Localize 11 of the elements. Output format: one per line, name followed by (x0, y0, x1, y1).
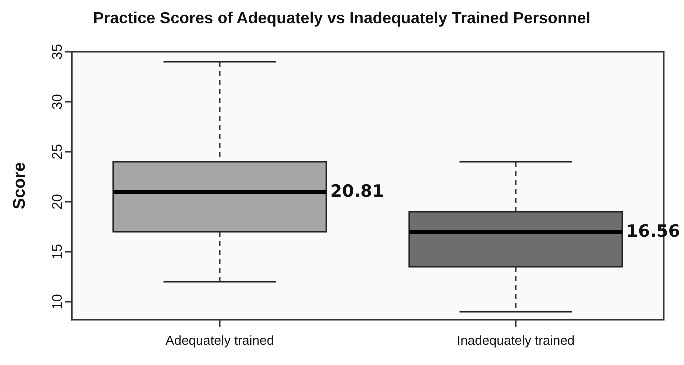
x-tick-label: Inadequately trained (457, 333, 575, 348)
y-tick-label: 30 (49, 94, 65, 110)
x-tick-label: Adequately trained (166, 333, 274, 348)
y-tick-label: 20 (49, 194, 65, 210)
y-axis-title: Score (10, 162, 29, 210)
y-tick-label: 10 (49, 294, 65, 310)
y-tick-label: 35 (49, 44, 65, 60)
y-tick-label: 25 (49, 144, 65, 160)
y-tick-label: 15 (49, 244, 65, 260)
chart-title: Practice Scores of Adequately vs Inadequately Trained Personnel (93, 10, 591, 28)
annotation: 20.81 (330, 182, 384, 202)
